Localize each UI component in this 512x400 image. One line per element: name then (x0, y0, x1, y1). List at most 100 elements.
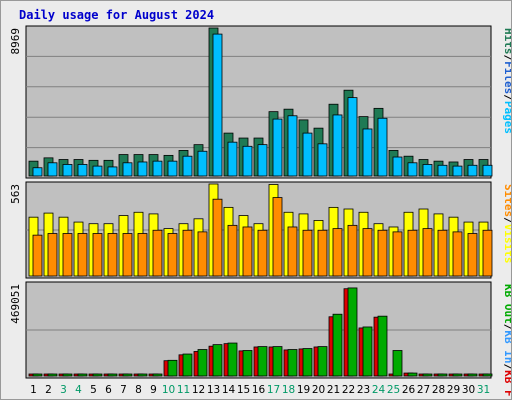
bar-files (152, 160, 163, 177)
day-label-14: 14 (222, 384, 236, 396)
legend-item-hits: Hits (502, 28, 511, 55)
bar-sites (122, 233, 133, 277)
day-label-7: 7 (120, 384, 127, 396)
bar-sites (347, 224, 358, 277)
day-label-23: 23 (357, 384, 370, 396)
bar-kb-out (302, 348, 313, 377)
day-label-8: 8 (135, 384, 142, 396)
bar-files (377, 117, 388, 177)
legend-item-visits: Visits (502, 224, 511, 264)
bar-kb-out (272, 346, 283, 377)
day-label-19: 19 (297, 384, 310, 396)
bar-sites (227, 224, 238, 277)
bar-files (197, 150, 208, 177)
legend-top: Hits/Files/Pages (502, 28, 511, 134)
bar-files (257, 144, 268, 177)
bar-kb-out (62, 373, 73, 377)
day-label-21: 21 (327, 384, 340, 396)
day-label-20: 20 (312, 384, 325, 396)
bar-kb-out (122, 373, 133, 377)
bar-files (467, 164, 478, 177)
bar-files (212, 33, 223, 177)
bar-files (47, 162, 58, 177)
bar-sites (182, 229, 193, 277)
bar-files (347, 97, 358, 177)
bar-sites (152, 229, 163, 277)
bar-files (182, 155, 193, 177)
bar-files (407, 162, 418, 177)
bar-files (332, 114, 343, 177)
bar-sites (422, 228, 433, 277)
day-label-25: 25 (387, 384, 400, 396)
bar-kb-out (137, 373, 148, 377)
bar-files (137, 161, 148, 177)
day-label-9: 9 (150, 384, 157, 396)
bar-sites (32, 234, 43, 277)
bar-files (362, 128, 373, 177)
bar-kb-out (392, 350, 403, 377)
day-label-10: 10 (162, 384, 175, 396)
day-label-2: 2 (45, 384, 52, 396)
bar-sites (317, 229, 328, 277)
day-label-12: 12 (192, 384, 205, 396)
bar-sites (47, 233, 58, 277)
bar-kb-out (92, 373, 103, 377)
day-label-18: 18 (282, 384, 295, 396)
legend-bottom: KB Out/KB In/KB F (502, 284, 511, 397)
day-label-17: 17 (267, 384, 280, 396)
day-label-30: 30 (462, 384, 475, 396)
bar-kb-out (377, 315, 388, 377)
bar-sites (362, 228, 373, 277)
bar-kb-out (407, 372, 418, 377)
chart-title: Daily usage for August 2024 (19, 8, 215, 22)
bar-sites (377, 229, 388, 277)
day-label-4: 4 (75, 384, 82, 396)
bar-kb-out (107, 373, 118, 377)
day-label-11: 11 (177, 384, 190, 396)
bar-sites (287, 226, 298, 277)
day-label-3: 3 (60, 384, 67, 396)
legend-middle: Sites/Visits (502, 184, 511, 264)
bar-sites (137, 233, 148, 277)
bar-sites (272, 197, 283, 277)
bar-files (107, 166, 118, 177)
day-label-5: 5 (90, 384, 97, 396)
ymax-label-bottom: 469051 (9, 284, 22, 324)
bar-sites (92, 233, 103, 277)
bar-kb-out (452, 373, 463, 377)
bar-kb-out (362, 326, 373, 377)
bar-files (92, 165, 103, 177)
bar-kb-out (167, 359, 178, 377)
bar-kb-out (317, 346, 328, 377)
bar-files (62, 164, 73, 177)
bar-sites (212, 198, 223, 277)
day-label-24: 24 (372, 384, 386, 396)
bar-kb-out (257, 346, 268, 377)
bar-kb-out (482, 373, 493, 377)
bar-files (32, 167, 43, 177)
bar-sites (407, 229, 418, 277)
bar-files (437, 164, 448, 177)
bar-sites (452, 231, 463, 277)
bar-sites (197, 231, 208, 277)
bar-sites (77, 233, 88, 277)
bar-kb-out (422, 373, 433, 377)
day-label-27: 27 (417, 384, 430, 396)
bar-sites (257, 229, 268, 277)
bar-files (482, 164, 493, 177)
day-label-13: 13 (207, 384, 220, 396)
bar-sites (482, 229, 493, 277)
bar-files (302, 132, 313, 177)
bar-kb-out (197, 349, 208, 377)
day-label-16: 16 (252, 384, 266, 396)
bar-kb-out (437, 373, 448, 377)
bar-files (422, 164, 433, 177)
ymax-label-top: 8969 (9, 28, 22, 55)
bar-kb-out (212, 344, 223, 377)
bar-files (272, 118, 283, 177)
bar-kb-out (32, 373, 43, 377)
ymax-label-middle: 563 (9, 184, 22, 204)
legend-item-kb-out: KB Out (502, 284, 511, 324)
